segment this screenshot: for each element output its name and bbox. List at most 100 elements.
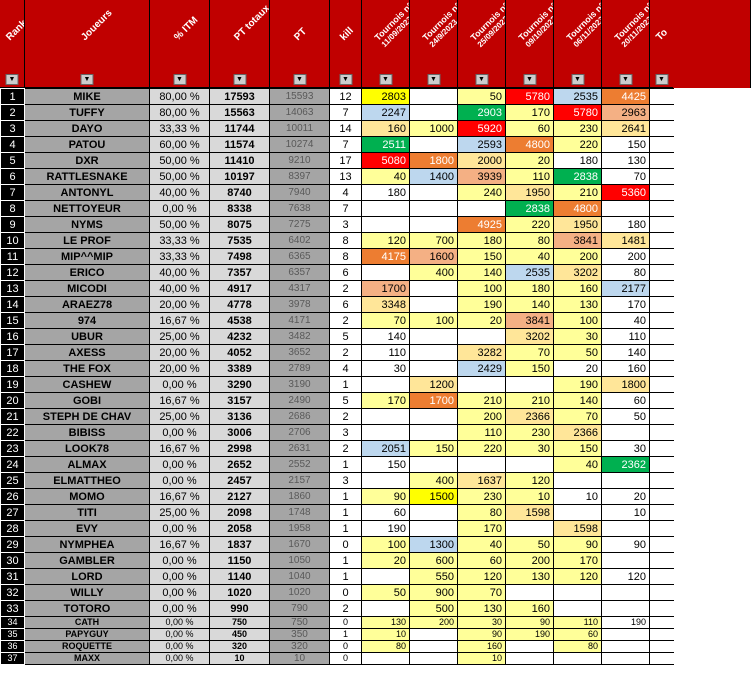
pt-cell: 2631 — [270, 441, 330, 457]
kill-cell: 2 — [330, 313, 362, 329]
itm-cell: 16,67 % — [150, 393, 210, 409]
tournament-cell: 70 — [506, 345, 554, 361]
tournament-cell: 30 — [506, 441, 554, 457]
tournament-cell — [410, 89, 458, 105]
kill-cell: 1 — [330, 569, 362, 585]
table-row: 8NETTOYEUR0,00 %83387638728384800 — [1, 201, 674, 217]
pt-cell: 1860 — [270, 489, 330, 505]
table-row: 35PAPYGUY0,00 %4503501109019060 — [1, 629, 674, 641]
tournament-cell: 180 — [602, 217, 650, 233]
tournament-cell — [650, 585, 674, 601]
pt-cell: 4171 — [270, 313, 330, 329]
rank-cell: 5 — [1, 153, 25, 169]
filter-dropdown-icon[interactable]: ▼ — [233, 74, 246, 85]
tournament-cell: 140 — [554, 393, 602, 409]
pt-cell: 10 — [270, 653, 330, 665]
kill-cell: 0 — [330, 617, 362, 629]
pttotal-cell: 1140 — [210, 569, 270, 585]
pttotal-cell: 2058 — [210, 521, 270, 537]
pttotal-cell: 10 — [210, 653, 270, 665]
filter-dropdown-icon[interactable]: ▼ — [379, 74, 392, 85]
pttotal-cell: 11574 — [210, 137, 270, 153]
table-row: 12ERICO40,00 %7357635764001402535320280 — [1, 265, 674, 281]
header-label: Tournois n°2 - 24/9/2023 — [420, 0, 457, 49]
pt-cell: 9210 — [270, 153, 330, 169]
tournament-cell: 160 — [506, 601, 554, 617]
tournament-cell — [650, 313, 674, 329]
filter-dropdown-icon[interactable]: ▼ — [571, 74, 584, 85]
pt-cell: 8397 — [270, 169, 330, 185]
header-label: % ITM — [172, 15, 200, 43]
tournament-cell: 4425 — [602, 89, 650, 105]
tournament-cell: 100 — [554, 313, 602, 329]
pttotal-cell: 4052 — [210, 345, 270, 361]
tournament-cell: 40 — [362, 169, 410, 185]
tournament-cell: 170 — [602, 297, 650, 313]
tournament-cell: 1300 — [410, 537, 458, 553]
itm-cell: 50,00 % — [150, 217, 210, 233]
filter-dropdown-icon[interactable]: ▼ — [293, 74, 306, 85]
tournament-cell: 150 — [458, 249, 506, 265]
tournament-cell: 600 — [410, 553, 458, 569]
tournament-cell — [650, 105, 674, 121]
pt-cell: 790 — [270, 601, 330, 617]
tournament-cell — [650, 233, 674, 249]
tournament-cell — [410, 361, 458, 377]
tournament-cell: 110 — [602, 329, 650, 345]
itm-cell: 16,67 % — [150, 489, 210, 505]
tournament-cell — [362, 425, 410, 441]
header-pt: PT▼ — [269, 0, 329, 88]
itm-cell: 40,00 % — [150, 265, 210, 281]
tournament-cell — [458, 201, 506, 217]
pttotal-cell: 3006 — [210, 425, 270, 441]
pttotal-cell: 4232 — [210, 329, 270, 345]
tournament-cell: 1700 — [410, 393, 458, 409]
rank-cell: 9 — [1, 217, 25, 233]
table-row: 26MOMO16,67 %212718601901500230101020 — [1, 489, 674, 505]
filter-dropdown-icon[interactable]: ▼ — [427, 74, 440, 85]
player-cell: ERICO — [25, 265, 150, 281]
tournament-cell: 130 — [458, 601, 506, 617]
filter-dropdown-icon[interactable]: ▼ — [655, 74, 668, 85]
pttotal-cell: 8075 — [210, 217, 270, 233]
pt-cell: 1748 — [270, 505, 330, 521]
table-row: 24ALMAX0,00 %265225521150402362 — [1, 457, 674, 473]
tournament-cell: 1950 — [554, 217, 602, 233]
tournament-cell — [410, 521, 458, 537]
tournament-cell: 20 — [602, 489, 650, 505]
itm-cell: 80,00 % — [150, 89, 210, 105]
filter-dropdown-icon[interactable]: ▼ — [619, 74, 632, 85]
rank-cell: 2 — [1, 105, 25, 121]
filter-dropdown-icon[interactable]: ▼ — [523, 74, 536, 85]
tournament-cell: 240 — [458, 185, 506, 201]
kill-cell: 1 — [330, 377, 362, 393]
tournament-cell — [650, 601, 674, 617]
tournament-cell: 210 — [458, 393, 506, 409]
tournament-cell: 70 — [554, 409, 602, 425]
tournament-cell: 200 — [506, 553, 554, 569]
itm-cell: 0,00 % — [150, 377, 210, 393]
tournament-cell: 120 — [602, 569, 650, 585]
rank-cell: 7 — [1, 185, 25, 201]
tournament-cell: 30 — [602, 441, 650, 457]
player-cell: 974 — [25, 313, 150, 329]
filter-dropdown-icon[interactable]: ▼ — [81, 74, 94, 85]
filter-dropdown-icon[interactable]: ▼ — [6, 74, 19, 85]
tournament-cell — [362, 265, 410, 281]
tournament-cell: 50 — [362, 585, 410, 601]
filter-dropdown-icon[interactable]: ▼ — [173, 74, 186, 85]
table-row: 31LORD0,00 %114010401550120130120120 — [1, 569, 674, 585]
pt-cell: 6357 — [270, 265, 330, 281]
tournament-cell: 190 — [602, 617, 650, 629]
rank-cell: 27 — [1, 505, 25, 521]
header-label: Tournois n°3 - 25/09/2023 — [468, 0, 505, 49]
table-row: 13MICODI40,00 %4917431721700100180160217… — [1, 281, 674, 297]
pttotal-cell: 1020 — [210, 585, 270, 601]
pttotal-cell: 2998 — [210, 441, 270, 457]
tournament-cell: 180 — [506, 281, 554, 297]
filter-dropdown-icon[interactable]: ▼ — [339, 74, 352, 85]
filter-dropdown-icon[interactable]: ▼ — [475, 74, 488, 85]
itm-cell: 33,33 % — [150, 249, 210, 265]
player-cell: NYMS — [25, 217, 150, 233]
tournament-cell — [650, 361, 674, 377]
